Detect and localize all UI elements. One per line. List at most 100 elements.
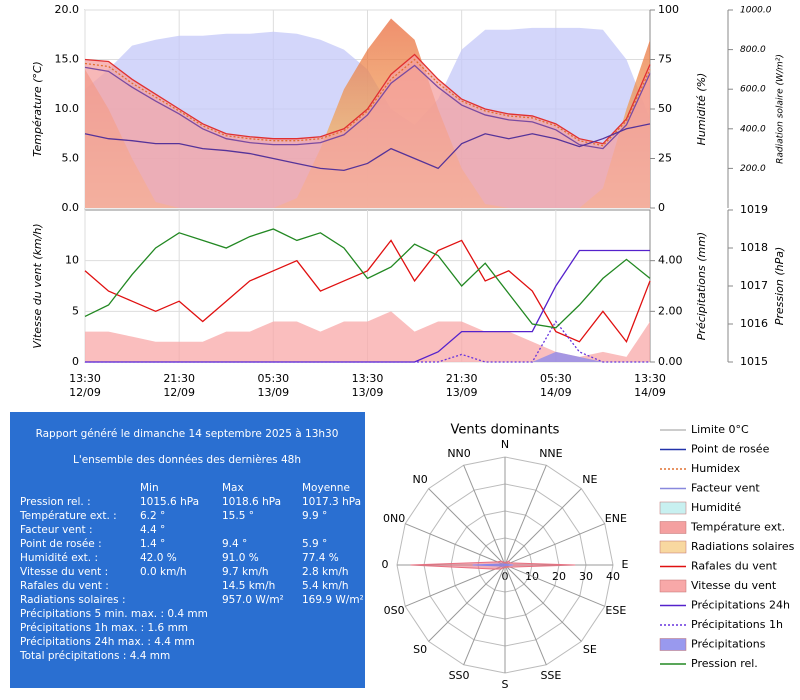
y3-tick-label: 1016 xyxy=(740,317,768,330)
polar-spoke xyxy=(428,564,506,642)
report-header: Min xyxy=(140,482,159,494)
polar-spoke xyxy=(504,564,547,665)
polar-spoke xyxy=(405,523,506,566)
report-cell: 5.4 km/h xyxy=(302,580,349,592)
polar-title: Vents dominants xyxy=(451,423,560,438)
direction-label: SS0 xyxy=(449,669,470,682)
report-title: Rapport généré le dimanche 14 septembre … xyxy=(36,428,339,440)
y3-tick-label: 1015 xyxy=(740,355,768,368)
legend-swatch xyxy=(659,521,687,534)
report-cell: 1018.6 hPa xyxy=(222,496,281,508)
legend-swatch xyxy=(659,579,687,593)
report-cell: 957.0 W/m² xyxy=(222,594,284,606)
report-cell: 2.8 km/h xyxy=(302,566,349,578)
y3-tick-label: 1018 xyxy=(740,241,768,254)
report-cell: Point de rosée : xyxy=(20,538,102,550)
x-tick-date: 14/09 xyxy=(634,386,666,399)
y-tick-label: 0.0 xyxy=(62,201,80,214)
legend-swatch xyxy=(659,638,687,651)
legend-label: Précipitations 24h xyxy=(691,599,790,612)
y2-tick-label: 75 xyxy=(658,53,672,66)
x-tick-date: 13/09 xyxy=(446,386,478,399)
y3-axis-title: Radiation solaire (W/m²) xyxy=(776,54,786,164)
direction-label: E xyxy=(622,558,629,571)
y-tick-label: 0 xyxy=(72,355,79,368)
line xyxy=(85,249,650,363)
report-note: Total précipitations : 4.4 mm xyxy=(19,650,170,662)
direction-label: 0 xyxy=(382,558,389,571)
y3-tick-label: 1017 xyxy=(740,279,768,292)
report-cell: 9.9 ° xyxy=(302,510,327,522)
report-cell: Pression rel. : xyxy=(20,496,91,508)
legend-label: Facteur vent xyxy=(691,482,760,495)
report-header: Moyenne xyxy=(302,482,350,494)
legend-label: Radiations solaires xyxy=(691,540,795,553)
report-cell: Radiations solaires : xyxy=(20,594,126,606)
area xyxy=(85,311,650,362)
report-cell: Température ext. : xyxy=(19,510,117,522)
legend-label: Humidité xyxy=(691,501,741,514)
report-cell: 9.4 ° xyxy=(222,538,247,550)
report-cell: Facteur vent : xyxy=(20,524,93,536)
report-cell: 9.7 km/h xyxy=(222,566,269,578)
legend-label: Vitesse du vent xyxy=(691,579,777,592)
report-cell: 77.4 % xyxy=(302,552,339,564)
y2-tick-label: 4.00 xyxy=(658,254,683,267)
direction-label: N0 xyxy=(413,473,428,486)
y-axis-title: Température (°C) xyxy=(31,61,44,157)
direction-label: ENE xyxy=(605,512,627,525)
x-tick-label: 13:30 xyxy=(352,372,384,385)
x-tick-label: 05:30 xyxy=(540,372,572,385)
polar-spoke xyxy=(428,488,506,566)
polar-spoke xyxy=(463,465,506,566)
legend-swatch xyxy=(659,501,687,515)
legend-label: Limite 0°C xyxy=(691,423,749,436)
x-tick-date: 12/09 xyxy=(163,386,195,399)
direction-label: SSE xyxy=(540,669,561,682)
legend-label: Température ext. xyxy=(690,521,785,534)
rose-area xyxy=(472,563,514,567)
direction-label: S0 xyxy=(413,643,427,656)
line xyxy=(84,64,651,150)
direction-label: N xyxy=(501,438,509,451)
r-tick-label: 30 xyxy=(579,570,593,583)
report-cell: 1.4 ° xyxy=(140,538,165,550)
line xyxy=(84,228,651,329)
y2-tick-label: 2.00 xyxy=(658,304,683,317)
y3-tick-label: 1000.0 xyxy=(740,6,772,16)
report-cell: 1017.3 hPa xyxy=(302,496,361,508)
report-cell: 14.5 km/h xyxy=(222,580,275,592)
direction-label: S xyxy=(502,678,509,691)
area xyxy=(85,351,650,362)
y2-tick-label: 0.00 xyxy=(658,355,683,368)
legend-label: Humidex xyxy=(691,462,741,475)
legend-label: Pression rel. xyxy=(691,657,758,670)
legend-label: Précipitations 1h xyxy=(691,618,783,631)
line xyxy=(84,53,651,145)
report-cell: Rafales du vent : xyxy=(20,580,109,592)
y3-tick-label: 400.0 xyxy=(740,124,766,134)
line xyxy=(85,320,650,363)
x-tick-label: 05:30 xyxy=(257,372,289,385)
r-tick-label: 20 xyxy=(552,570,566,583)
y2-tick-label: 50 xyxy=(658,102,672,115)
direction-label: ESE xyxy=(605,604,626,617)
x-tick-date: 14/09 xyxy=(540,386,572,399)
report-cell: 42.0 % xyxy=(140,552,177,564)
report-box xyxy=(10,412,365,688)
y3-tick-label: 800.0 xyxy=(740,45,766,55)
y3-tick-label: 600.0 xyxy=(740,85,766,95)
report-cell: 169.9 W/m² xyxy=(302,594,364,606)
report-cell: 15.5 ° xyxy=(222,510,254,522)
report-cell: 91.0 % xyxy=(222,552,259,564)
y2-tick-label: 0 xyxy=(658,201,665,214)
y-axis-title: Vitesse du vent (km/h) xyxy=(31,223,44,348)
report-subtitle: L'ensemble des données des dernières 48h xyxy=(73,454,301,466)
report-note: Précipitations 24h max. : 4.4 mm xyxy=(20,636,195,648)
y3-axis-title: Pression (hPa) xyxy=(773,247,786,326)
polar-spoke xyxy=(504,523,605,566)
y3-tick-label: 200.0 xyxy=(740,164,766,174)
polar-spoke xyxy=(463,564,506,665)
area xyxy=(85,54,650,208)
